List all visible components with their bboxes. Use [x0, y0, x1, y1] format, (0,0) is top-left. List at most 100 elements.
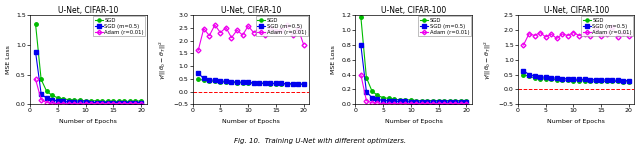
- SGD (m=0.5): [126, 102, 134, 103]
- Adam (r=0.01): [580, 33, 588, 35]
- Adam (r=0.01): [396, 103, 404, 104]
- Adam (r=0.01): [120, 103, 128, 105]
- Adam (r=0.01): [222, 27, 230, 28]
- SGD (m=0.5): [575, 78, 583, 80]
- Adam (r=0.01): [424, 103, 431, 104]
- Adam (r=0.01): [132, 103, 140, 105]
- SGD: [104, 101, 111, 102]
- Adam (r=0.01): [536, 32, 544, 33]
- SGD (m=0.5): [407, 101, 415, 103]
- SGD (m=0.5): [357, 44, 365, 46]
- SGD (m=0.5): [362, 91, 370, 93]
- SGD: [401, 99, 409, 101]
- SGD (m=0.5): [368, 97, 376, 98]
- SGD (m=0.5): [60, 101, 67, 102]
- Adam (r=0.01): [109, 103, 117, 105]
- SGD: [87, 100, 95, 102]
- Adam (r=0.01): [520, 44, 527, 46]
- SGD: [200, 79, 207, 81]
- SGD (m=0.5): [250, 82, 257, 84]
- Adam (r=0.01): [137, 103, 145, 105]
- SGD: [553, 79, 561, 80]
- Adam (r=0.01): [418, 103, 426, 104]
- Adam (r=0.01): [294, 28, 302, 29]
- SGD: [390, 98, 398, 100]
- SGD (m=0.5): [396, 101, 404, 102]
- SGD (m=0.5): [401, 101, 409, 102]
- Adam (r=0.01): [463, 103, 470, 104]
- SGD (m=0.5): [233, 81, 241, 83]
- SGD (m=0.5): [244, 82, 252, 83]
- SGD: [374, 95, 381, 96]
- SGD (m=0.5): [76, 101, 84, 103]
- SGD (m=0.5): [132, 102, 140, 103]
- SGD: [429, 100, 437, 102]
- Adam (r=0.01): [283, 24, 291, 26]
- X-axis label: Number of Epochs: Number of Epochs: [60, 119, 117, 124]
- SGD (m=0.5): [547, 77, 555, 79]
- Adam (r=0.01): [603, 33, 611, 35]
- Adam (r=0.01): [575, 35, 583, 36]
- Adam (r=0.01): [564, 35, 572, 36]
- Adam (r=0.01): [278, 29, 285, 31]
- SGD (m=0.5): [32, 51, 40, 53]
- Adam (r=0.01): [99, 103, 106, 105]
- SGD: [457, 100, 465, 102]
- SGD (m=0.5): [446, 101, 454, 103]
- SGD: [592, 80, 600, 82]
- Adam (r=0.01): [195, 50, 202, 51]
- X-axis label: Number of Epochs: Number of Epochs: [222, 119, 280, 124]
- SGD: [60, 98, 67, 100]
- SGD (m=0.5): [109, 102, 117, 103]
- SGD: [233, 82, 241, 84]
- Adam (r=0.01): [374, 102, 381, 104]
- SGD: [396, 99, 404, 101]
- SGD: [76, 99, 84, 101]
- Adam (r=0.01): [609, 26, 616, 28]
- SGD: [82, 100, 90, 102]
- Line: SGD: SGD: [34, 22, 143, 103]
- Adam (r=0.01): [60, 103, 67, 105]
- Adam (r=0.01): [233, 29, 241, 31]
- SGD (m=0.5): [211, 79, 219, 81]
- SGD: [126, 101, 134, 102]
- SGD: [294, 83, 302, 85]
- SGD: [580, 80, 588, 82]
- Legend: SGD, SGD (m=0.5), Adam (r=0.01): SGD, SGD (m=0.5), Adam (r=0.01): [93, 16, 145, 36]
- SGD (m=0.5): [564, 78, 572, 80]
- SGD (m=0.5): [435, 101, 442, 103]
- SGD (m=0.5): [87, 102, 95, 103]
- SGD: [418, 100, 426, 102]
- Adam (r=0.01): [597, 35, 605, 36]
- Line: Adam (r=0.01): Adam (r=0.01): [522, 25, 630, 47]
- Adam (r=0.01): [614, 36, 621, 38]
- SGD: [195, 78, 202, 80]
- Title: U-Net, CIFAR-100: U-Net, CIFAR-100: [381, 6, 446, 15]
- SGD (m=0.5): [570, 78, 577, 80]
- SGD: [289, 83, 296, 85]
- Adam (r=0.01): [592, 27, 600, 29]
- Adam (r=0.01): [115, 103, 123, 105]
- SGD: [32, 23, 40, 25]
- SGD (m=0.5): [531, 75, 538, 77]
- Adam (r=0.01): [49, 102, 56, 104]
- SGD (m=0.5): [418, 101, 426, 103]
- SGD (m=0.5): [104, 102, 111, 103]
- Adam (r=0.01): [272, 30, 280, 32]
- SGD (m=0.5): [195, 72, 202, 74]
- Adam (r=0.01): [228, 37, 236, 39]
- SGD: [575, 80, 583, 82]
- Adam (r=0.01): [266, 27, 274, 28]
- Adam (r=0.01): [289, 34, 296, 36]
- SGD: [597, 80, 605, 82]
- Adam (r=0.01): [435, 103, 442, 104]
- Adam (r=0.01): [255, 28, 263, 29]
- Adam (r=0.01): [87, 103, 95, 105]
- SGD (m=0.5): [93, 102, 100, 103]
- SGD: [463, 100, 470, 102]
- Legend: SGD, SGD (m=0.5), Adam (r=0.01): SGD, SGD (m=0.5), Adam (r=0.01): [419, 16, 471, 36]
- SGD (m=0.5): [536, 76, 544, 78]
- Line: SGD: SGD: [196, 77, 305, 86]
- SGD (m=0.5): [228, 81, 236, 83]
- SGD: [49, 95, 56, 96]
